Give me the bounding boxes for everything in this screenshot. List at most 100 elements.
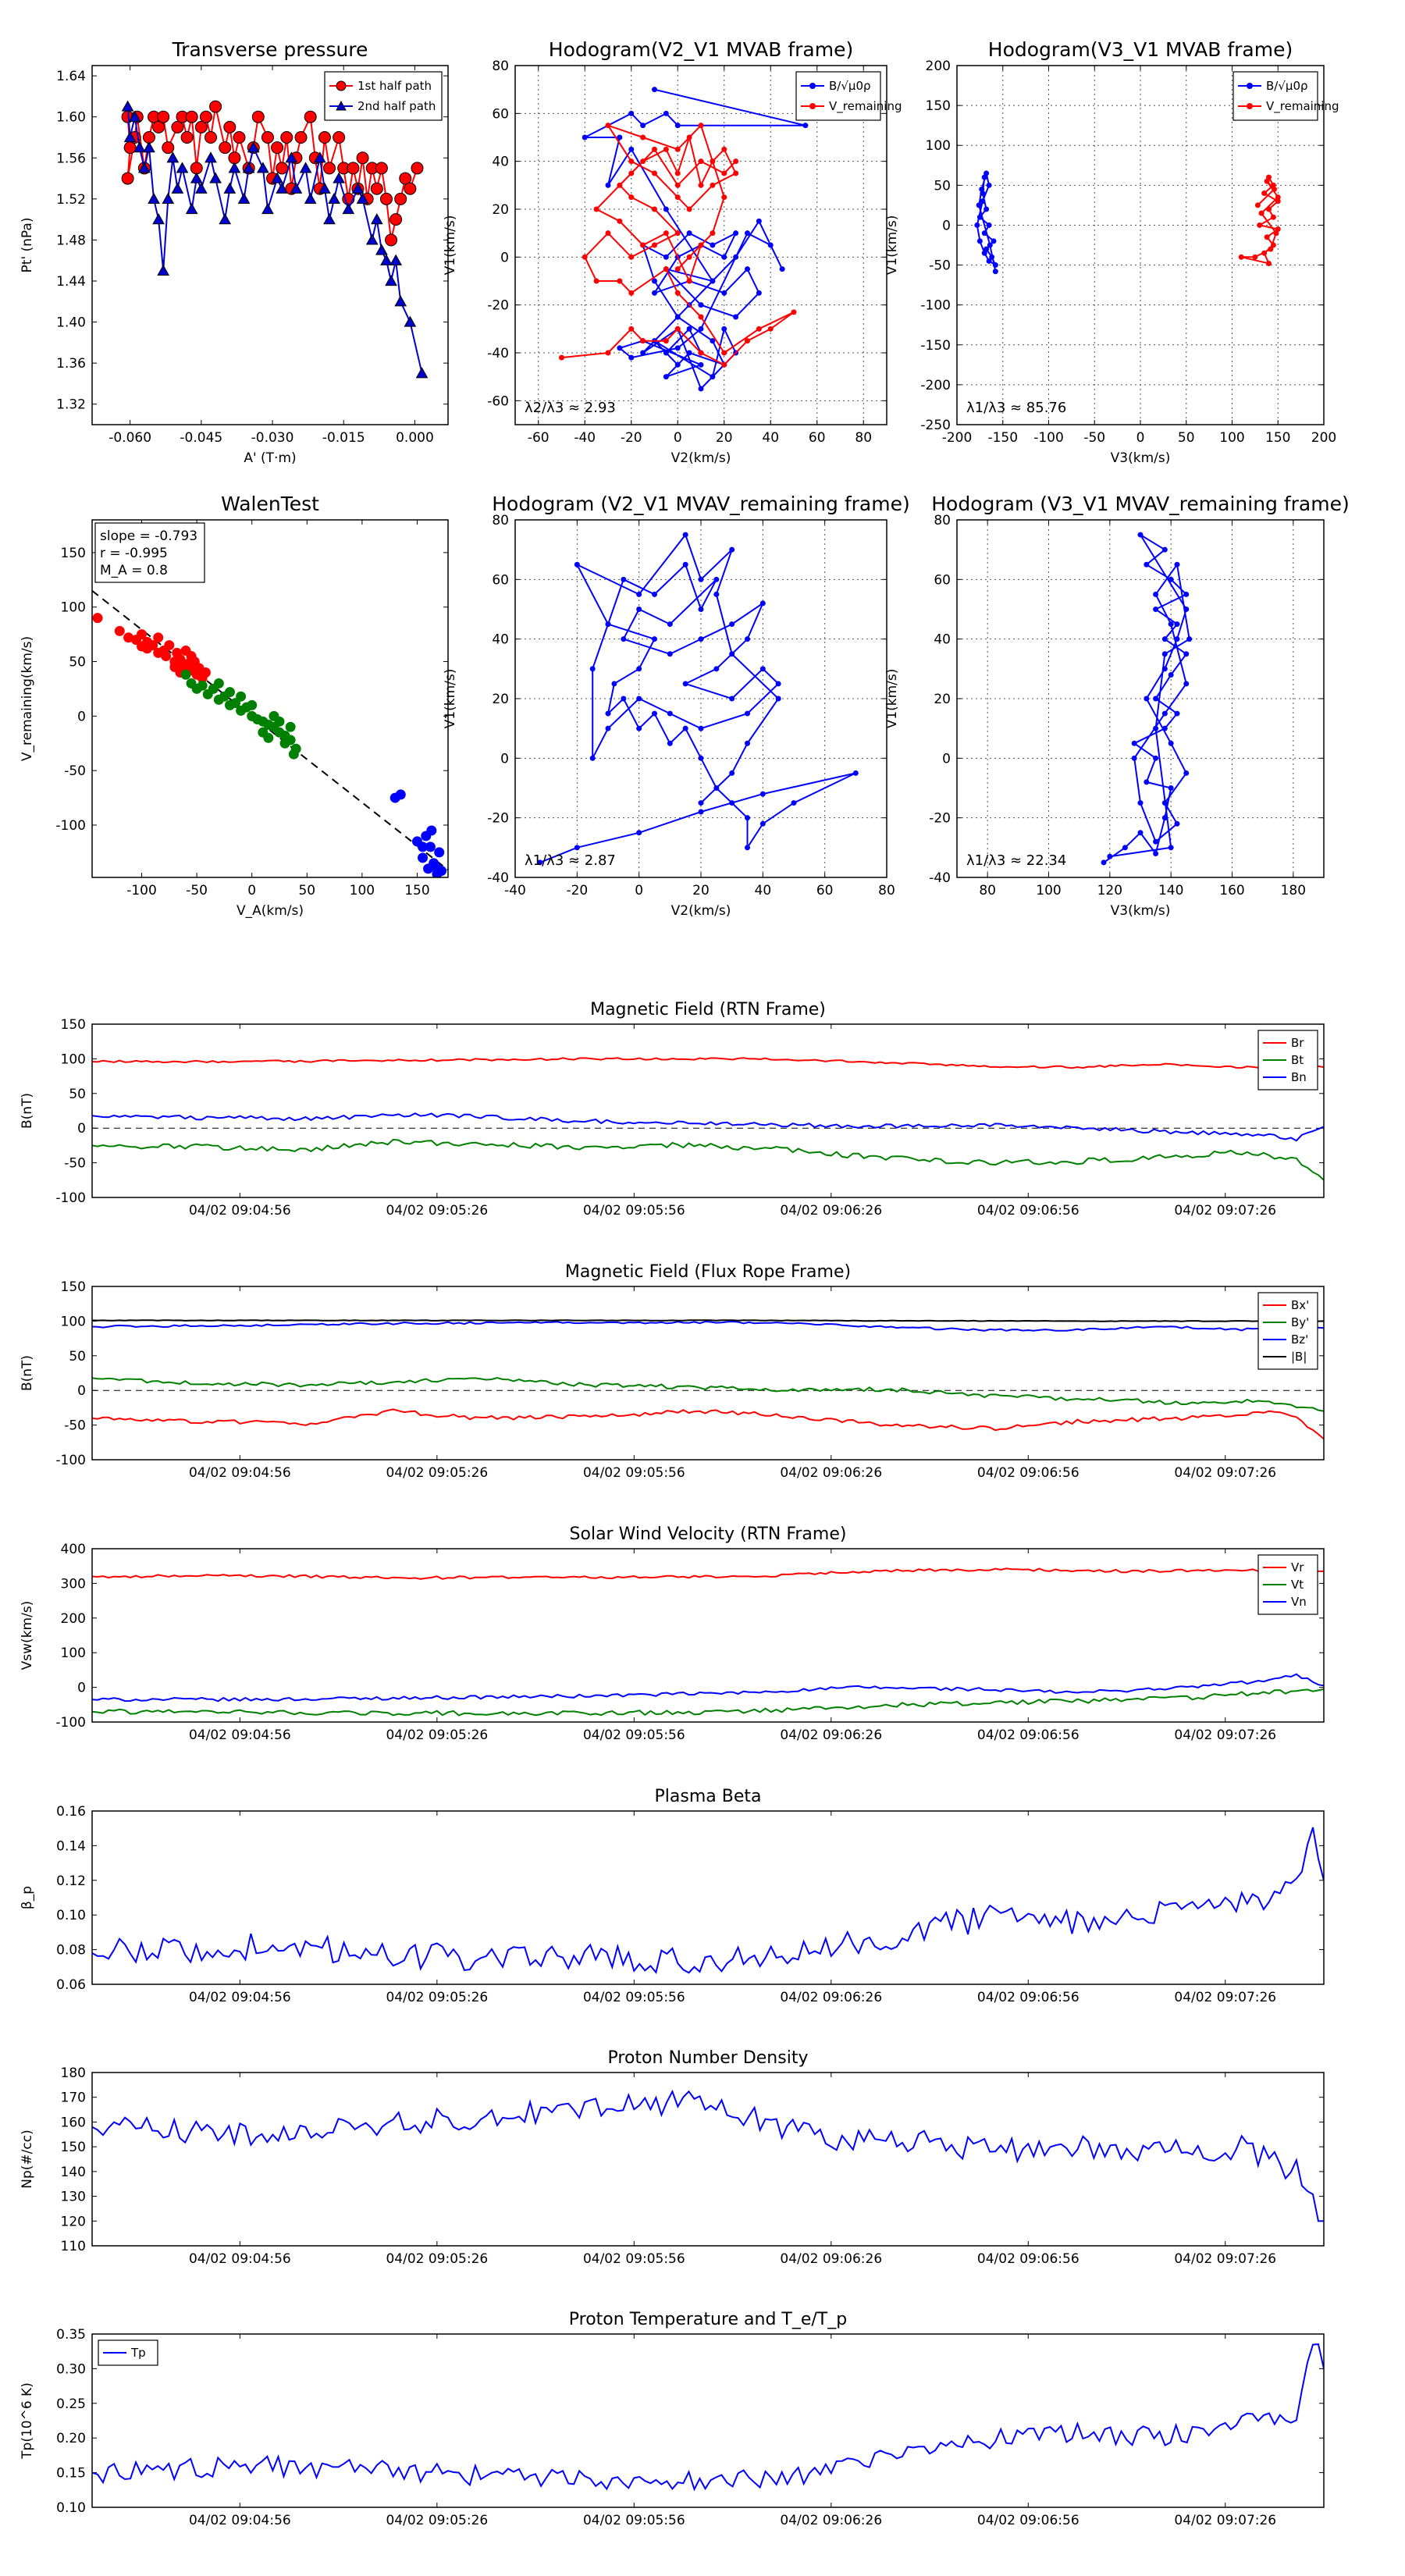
y-tick-label: 50 bbox=[69, 1087, 86, 1102]
data-point bbox=[628, 194, 635, 201]
data-point bbox=[1261, 250, 1268, 256]
y-tick-label: 200 bbox=[926, 59, 951, 74]
data-point bbox=[745, 710, 750, 717]
data-point bbox=[652, 636, 657, 642]
y-tick-label: 140 bbox=[61, 2165, 86, 2180]
panel-p_plasma_beta: Plasma Beta 04/02 09:04:56 04/02 09:05:26 0… bbox=[20, 1787, 1325, 2005]
data-point bbox=[698, 182, 704, 188]
series-line-beta bbox=[92, 1827, 1324, 1974]
data-point bbox=[698, 725, 704, 731]
data-point bbox=[1183, 607, 1190, 612]
x-tick-label: 04/02 09:05:26 bbox=[386, 1203, 488, 1219]
data-point bbox=[976, 238, 983, 244]
data-point bbox=[628, 254, 635, 260]
y-axis-label: V1(km/s) bbox=[443, 669, 458, 729]
panel-p_hodo_v2v1_mvab: Hodogram(V2_V1 MVAB frame) -60 -40 -20 0 20 40… bbox=[443, 38, 902, 466]
data-point bbox=[974, 222, 980, 228]
data-point bbox=[1183, 591, 1190, 597]
data-point bbox=[652, 146, 657, 152]
y-tick-label: 0 bbox=[77, 709, 86, 724]
y-tick-label: 1.56 bbox=[56, 151, 86, 166]
data-point bbox=[1137, 830, 1144, 836]
data-point bbox=[395, 789, 406, 800]
data-point bbox=[698, 123, 704, 129]
data-point bbox=[686, 206, 692, 212]
data-point bbox=[1266, 261, 1272, 267]
data-point bbox=[197, 680, 208, 691]
data-point bbox=[674, 182, 681, 188]
y-axis-label: Vsw(km/s) bbox=[20, 1601, 35, 1670]
x-tick-label: 100 bbox=[1036, 883, 1061, 898]
data-point bbox=[379, 192, 393, 205]
data-point bbox=[1153, 696, 1159, 702]
data-point bbox=[981, 230, 987, 237]
data-point bbox=[356, 192, 369, 204]
series-line-Vr bbox=[92, 1567, 1324, 1580]
data-point bbox=[194, 120, 208, 133]
x-tick-label: 04/02 09:07:26 bbox=[1174, 1990, 1276, 2005]
plot-area bbox=[92, 1319, 1324, 1440]
y-tick-label: 1.60 bbox=[56, 110, 86, 126]
data-point bbox=[318, 131, 331, 144]
x-tick-label: 120 bbox=[1097, 883, 1122, 898]
x-tick-label: 04/02 09:04:56 bbox=[189, 1990, 291, 2005]
data-point bbox=[153, 632, 164, 643]
data-point bbox=[589, 755, 596, 761]
data-point bbox=[162, 192, 175, 204]
data-point bbox=[114, 625, 125, 636]
data-point bbox=[663, 374, 669, 380]
data-point bbox=[710, 374, 716, 380]
x-tick-label: 04/02 09:05:26 bbox=[386, 1990, 488, 2005]
data-point bbox=[674, 314, 681, 320]
data-point bbox=[636, 696, 642, 702]
data-point bbox=[1272, 186, 1278, 192]
y-tick-label: 100 bbox=[61, 1051, 86, 1067]
plot-area bbox=[92, 1567, 1324, 1717]
x-tick-label: 04/02 09:04:56 bbox=[189, 2513, 291, 2528]
data-point bbox=[1266, 206, 1272, 212]
data-point bbox=[389, 254, 402, 265]
annotation: λ1/λ3 ≈ 2.87 bbox=[525, 852, 616, 869]
data-point bbox=[285, 721, 296, 732]
y-tick-label: 20 bbox=[934, 692, 951, 707]
chart-title: Hodogram(V2_V1 MVAB frame) bbox=[549, 38, 853, 61]
data-point bbox=[299, 162, 312, 173]
data-point bbox=[1183, 651, 1190, 657]
plot-area bbox=[92, 1057, 1324, 1181]
panel-p_mag_fluxrope: Magnetic Field (Flux Rope Frame) 04/02 09… bbox=[20, 1262, 1325, 1481]
annotation-line: slope = -0.793 bbox=[100, 528, 197, 544]
plot-area bbox=[974, 170, 1281, 275]
y-axis-label: V1(km/s) bbox=[443, 215, 458, 276]
data-point bbox=[733, 170, 739, 176]
data-point bbox=[328, 192, 340, 204]
data-point bbox=[791, 309, 797, 315]
legend: Tp bbox=[98, 2339, 158, 2366]
x-tick-label: -100 bbox=[1033, 430, 1064, 446]
x-tick-label: -50 bbox=[1083, 430, 1105, 446]
data-point bbox=[617, 182, 623, 188]
y-axis-label: V1(km/s) bbox=[884, 669, 900, 729]
data-point bbox=[280, 131, 293, 144]
chart-title: Solar Wind Velocity (RTN Frame) bbox=[570, 1525, 847, 1544]
data-point bbox=[274, 716, 285, 727]
data-point bbox=[1137, 800, 1144, 806]
x-tick-label: 200 bbox=[1311, 430, 1336, 446]
data-point bbox=[674, 146, 681, 152]
data-point bbox=[152, 120, 165, 133]
plot-area bbox=[92, 2343, 1324, 2492]
data-point bbox=[756, 290, 762, 296]
data-point bbox=[290, 182, 303, 194]
x-tick-label: 140 bbox=[1158, 883, 1183, 898]
data-point bbox=[1122, 845, 1128, 851]
x-tick-label: 04/02 09:06:26 bbox=[780, 1727, 882, 1743]
data-point bbox=[233, 131, 246, 144]
data-point bbox=[228, 162, 241, 173]
data-point bbox=[721, 170, 727, 176]
y-tick-label: 1.52 bbox=[56, 192, 86, 208]
legend-label: B/√μ0ρ bbox=[829, 79, 871, 93]
data-point bbox=[733, 314, 739, 320]
y-tick-label: 0.10 bbox=[56, 2500, 86, 2516]
y-tick-label: -40 bbox=[487, 870, 509, 886]
data-point bbox=[185, 110, 198, 123]
x-tick-label: 04/02 09:05:56 bbox=[583, 1727, 685, 1743]
